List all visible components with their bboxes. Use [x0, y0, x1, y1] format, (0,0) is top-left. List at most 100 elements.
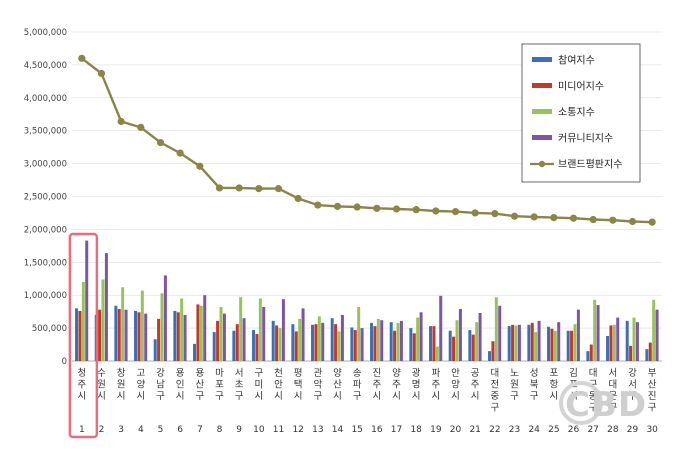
bar: [648, 342, 652, 361]
watermark-logo: CBD: [559, 381, 647, 425]
bar: [134, 310, 138, 361]
x-category-label: 서 대 문 구 28: [607, 368, 619, 435]
x-category-number: 19: [430, 425, 442, 435]
bar: [163, 275, 167, 361]
x-category-number: 13: [312, 425, 323, 435]
bar: [376, 318, 380, 361]
x-category-number: 18: [410, 425, 422, 435]
x-category-label: 성 북 구 24: [528, 368, 540, 435]
x-category-label: 용 산 구 7: [195, 368, 204, 435]
bar: [452, 336, 456, 361]
line-point: [235, 184, 243, 192]
x-category-label: 대 전 중 구 22: [489, 368, 500, 435]
x-category-number: 30: [646, 425, 658, 435]
bar: [458, 309, 462, 361]
bar: [576, 309, 580, 361]
line-point: [432, 207, 440, 215]
bar: [448, 330, 452, 361]
bar: [235, 324, 239, 361]
bar: [350, 327, 354, 361]
x-category-number: 29: [627, 425, 639, 435]
bar: [262, 307, 266, 361]
x-category-label: 관 악 구 13: [312, 368, 323, 435]
bar: [157, 318, 161, 361]
bar: [360, 328, 364, 361]
bar: [317, 316, 321, 361]
line-point: [333, 202, 342, 210]
bar: [380, 320, 384, 361]
bar: [216, 320, 220, 361]
x-category-number: 11: [273, 425, 284, 435]
x-category-number: 8: [217, 425, 223, 435]
x-category-label: 진 주 시 16: [371, 368, 383, 435]
x-category-label: 서 초 구 9: [235, 368, 244, 435]
bar: [242, 318, 246, 361]
x-category-label: 송 파 구 15: [351, 368, 362, 435]
x-category-number: 3: [118, 425, 124, 435]
bar-series: [75, 240, 659, 361]
bar: [455, 320, 459, 361]
legend-item: 커뮤니티지수: [532, 133, 613, 145]
bar: [389, 322, 393, 361]
bar: [553, 330, 557, 361]
line-point: [392, 205, 401, 213]
x-category-number: 27: [587, 425, 598, 435]
x-category-label: 평 택 시 12: [292, 368, 303, 435]
y-tick-label: 2,000,000: [24, 225, 67, 235]
x-category-label: 광 명 시 18: [410, 367, 422, 435]
line-point: [97, 69, 106, 78]
bar: [625, 320, 629, 361]
bar: [81, 282, 85, 361]
x-category-label: 마 포 구 8: [215, 368, 224, 435]
line-point: [451, 208, 460, 216]
line-point: [530, 213, 538, 221]
legend-label: 미디어지수: [558, 81, 604, 93]
bar: [98, 309, 102, 361]
legend-item: 소통지수: [532, 107, 595, 119]
y-tick-label: 5,000,000: [24, 28, 67, 38]
bar: [511, 324, 515, 361]
x-category-number: 15: [351, 425, 362, 435]
bar: [114, 305, 118, 361]
bar: [514, 325, 518, 361]
line-point: [294, 194, 302, 203]
bar: [75, 308, 79, 361]
bar: [222, 313, 226, 361]
x-category-number: 12: [292, 425, 303, 435]
bar: [439, 295, 443, 361]
bar: [278, 328, 282, 361]
bar: [176, 312, 180, 361]
line-point: [274, 185, 283, 193]
x-category-number: 21: [469, 425, 480, 435]
bar: [239, 297, 243, 361]
x-category-label: 강 서 구 29: [627, 368, 639, 435]
y-tick-label: 500,000: [32, 324, 67, 334]
bar: [219, 307, 223, 361]
x-category-number: 16: [371, 425, 383, 435]
x-category-number: 9: [236, 425, 242, 435]
bar: [330, 318, 334, 361]
bar: [340, 314, 344, 361]
bar: [606, 335, 610, 361]
bar: [530, 322, 534, 361]
bar: [570, 330, 574, 361]
y-tick-label: 1,500,000: [24, 258, 67, 268]
bar: [557, 322, 561, 361]
legend-item: 브랜드평판지수: [530, 159, 622, 171]
bar: [609, 325, 613, 361]
bar: [311, 324, 315, 361]
bar: [475, 322, 479, 361]
y-tick-label: 3,500,000: [24, 127, 67, 137]
x-category-number: 17: [391, 425, 402, 435]
bar: [153, 339, 157, 361]
watermark-text: CBD: [565, 385, 647, 425]
